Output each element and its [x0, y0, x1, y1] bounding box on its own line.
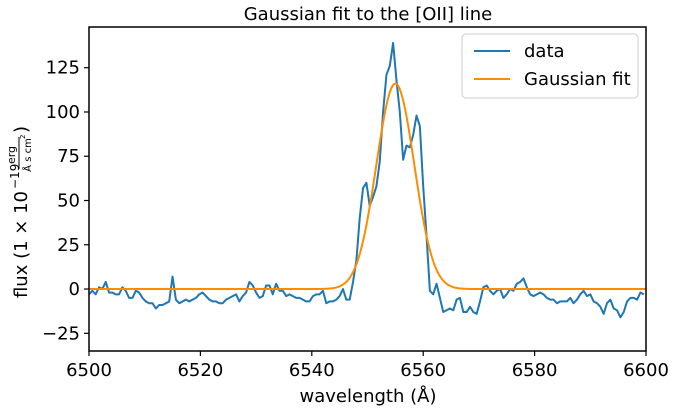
y-tick-label: 25	[57, 235, 80, 256]
x-tick-label: 6500	[66, 360, 112, 381]
y-tick-label: 0	[69, 279, 80, 300]
series-layer	[89, 41, 646, 319]
y-axis-unit-denominator-exponent: 2	[19, 135, 27, 139]
y-tick-label: 50	[57, 191, 80, 212]
x-tick-label: 6580	[512, 360, 558, 381]
y-tick-label: 75	[57, 146, 80, 167]
y-axis-label-prefix: flux (1 × 10	[11, 191, 32, 298]
series-line-gaussian-fit	[89, 82, 646, 291]
x-tick-label: 6520	[177, 360, 223, 381]
y-axis-ticks: −25 0 25 50 75 100 125	[42, 58, 89, 344]
x-axis-label: wavelength (Å)	[300, 385, 437, 407]
y-tick-label: 100	[46, 102, 80, 123]
x-tick-label: 6600	[623, 360, 669, 381]
y-axis-unit-numerator: erg	[5, 146, 18, 164]
y-axis-label: flux (1 × 10 −19 erg Å s cm 2 )	[5, 126, 34, 298]
y-tick-label: 125	[46, 58, 80, 79]
y-tick-label: −25	[42, 323, 80, 344]
x-tick-label: 6560	[400, 360, 446, 381]
legend-label-data: data	[524, 41, 565, 62]
chart-title: Gaussian fit to the [OII] line	[244, 4, 493, 25]
x-axis-ticks: 6500 6520 6540 6560 6580 6600	[66, 351, 669, 381]
plot-area-frame	[88, 26, 647, 352]
legend-label-gaussian-fit: Gaussian fit	[524, 69, 631, 90]
legend: data Gaussian fit	[461, 33, 639, 99]
y-axis-label-suffix: )	[11, 126, 32, 133]
x-tick-label: 6540	[289, 360, 335, 381]
y-axis-unit-denominator: Å s cm	[21, 138, 34, 172]
y-axis-label-exponent: −19	[8, 164, 22, 189]
series-line-data	[89, 41, 645, 319]
